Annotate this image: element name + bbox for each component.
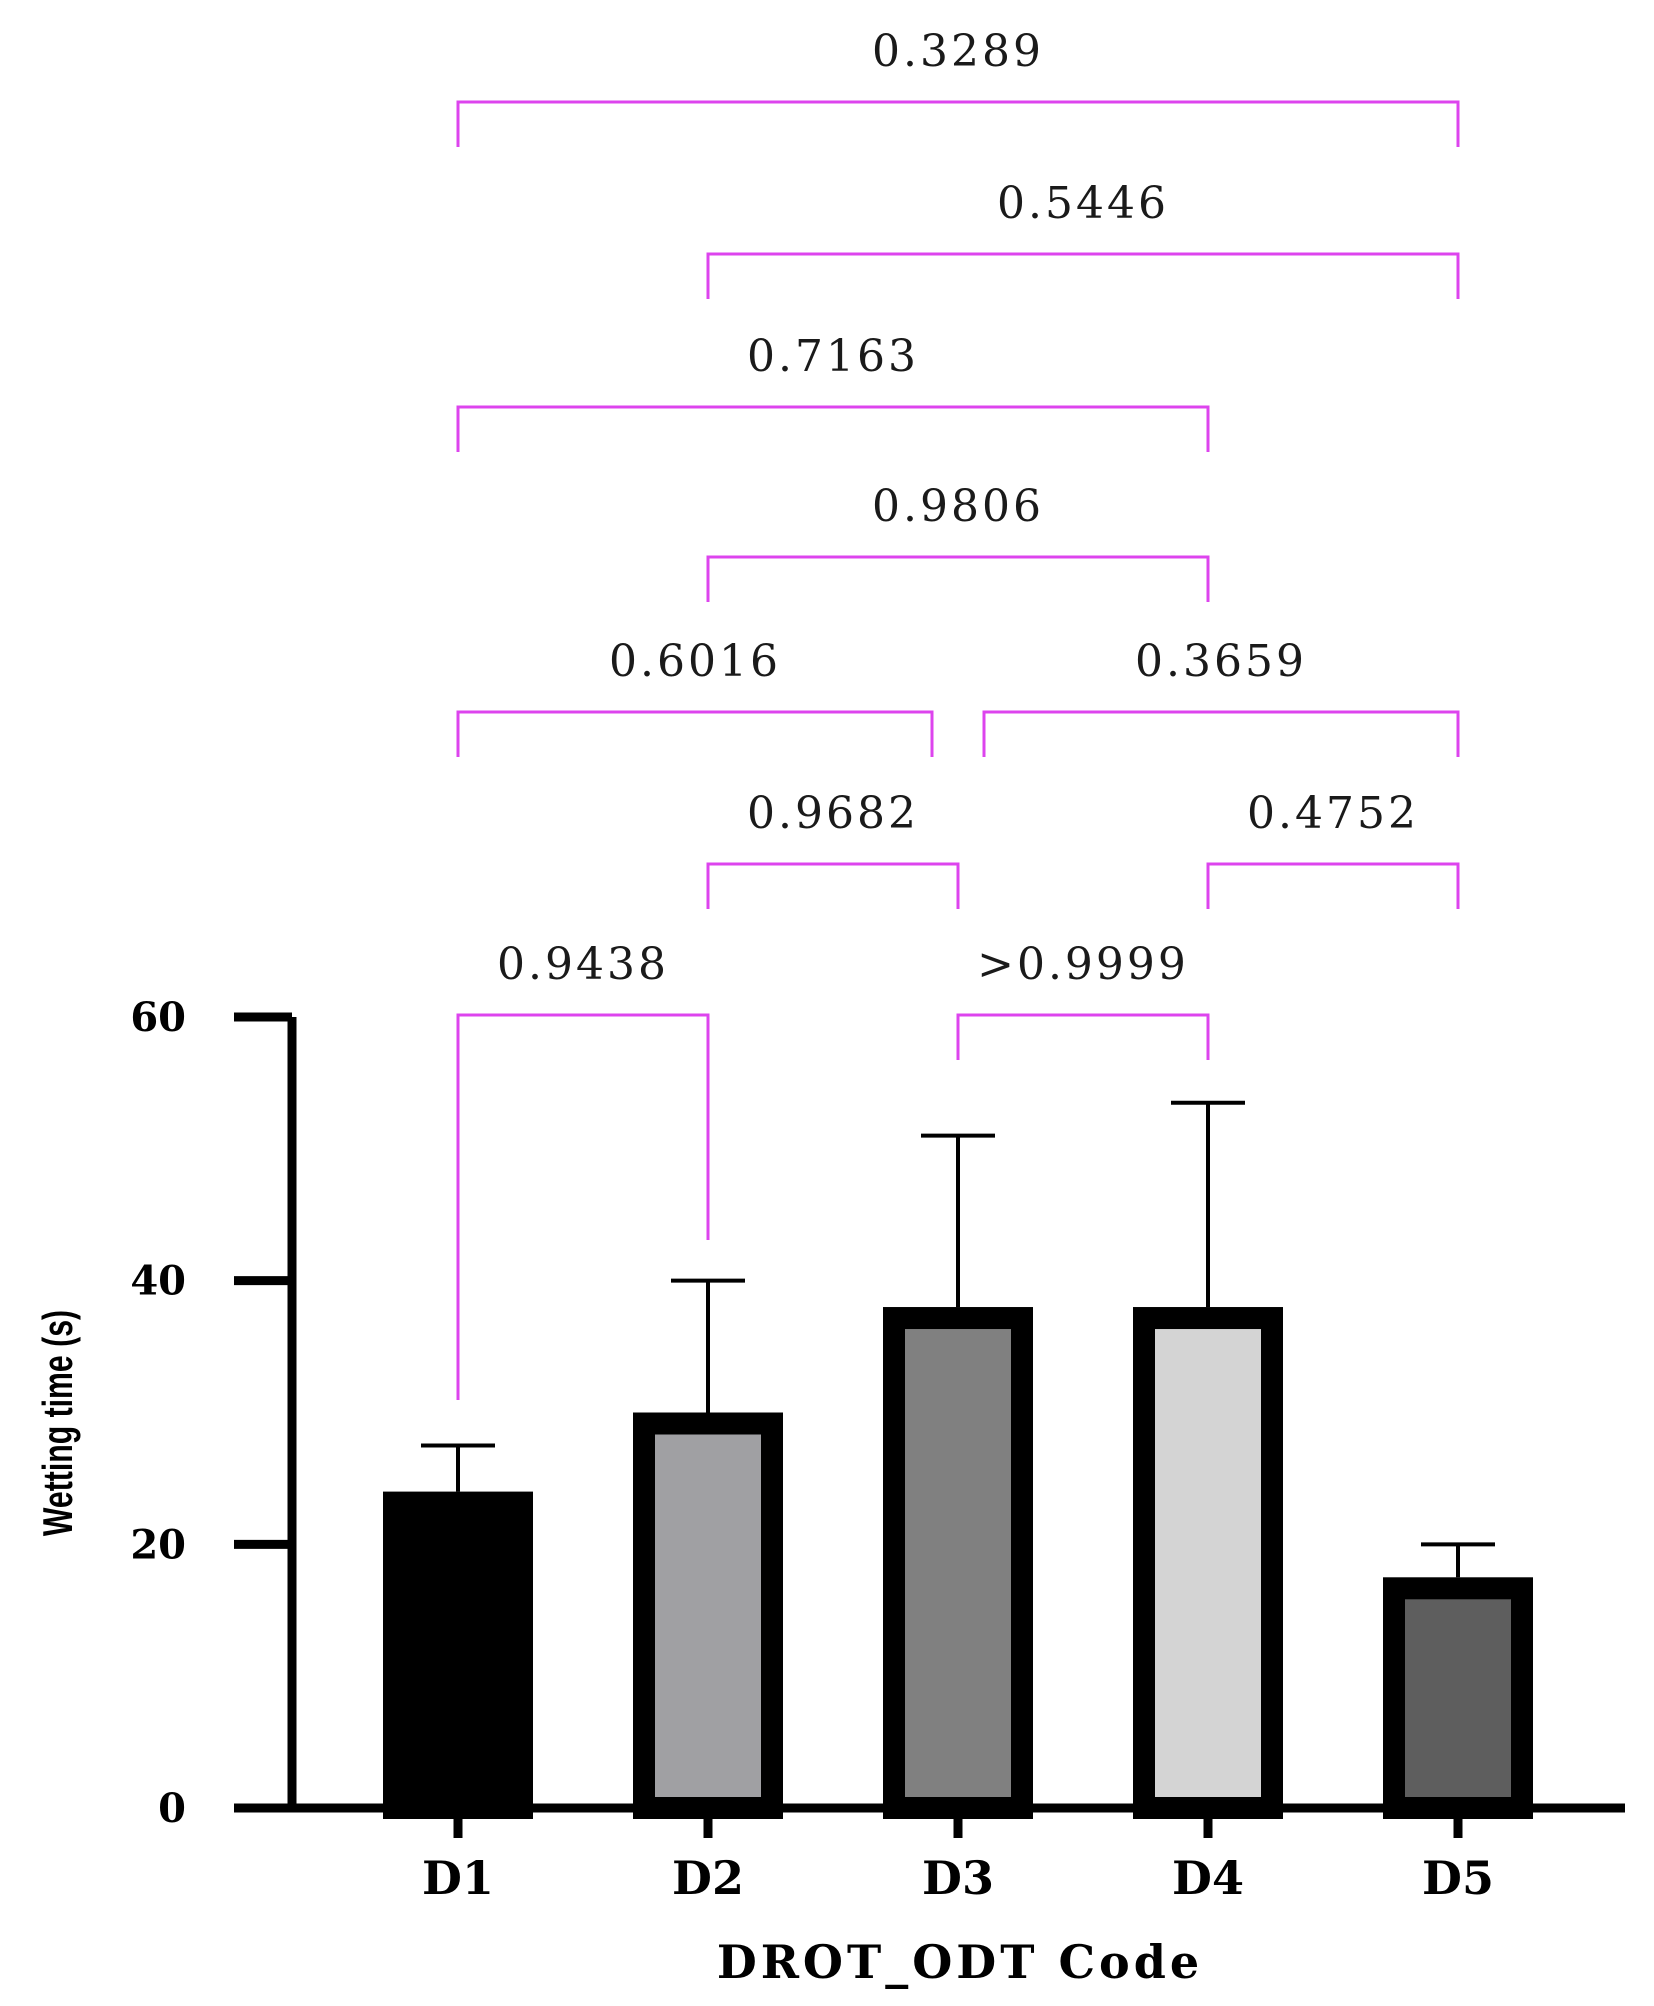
bar-D2	[633, 1412, 783, 1819]
bracket-D1-D5	[456, 100, 1460, 147]
x-tick-label-D4: D4	[1172, 1851, 1244, 1905]
x-tick-label-D3: D3	[922, 1851, 994, 1905]
p-value-D3-D5: 0.3659	[1135, 636, 1307, 687]
x-tick-label-D1: D1	[422, 1851, 494, 1905]
comparison-brackets: 0.9438 >0.9999 0.9682 0.4752 0.6016 0.3659 0.9…	[456, 26, 1460, 1400]
y-axis-title: Wetting time (s)	[34, 1310, 81, 1536]
bar-D3	[883, 1307, 1033, 1819]
bracket-D1-D4	[456, 405, 1210, 452]
bracket-D3-D5	[982, 710, 1460, 757]
bracket-D1-D2	[456, 1013, 710, 1400]
x-tick-label-D5: D5	[1422, 1851, 1494, 1905]
y-tick-label-60: 60	[130, 994, 186, 1041]
bracket-D2-D5	[706, 252, 1460, 299]
y-tick-label-0: 0	[158, 1785, 186, 1832]
x-axis-ticks: D1 D2 D3 D4 D5	[422, 1808, 1494, 1905]
p-value-D1-D5: 0.3289	[872, 26, 1044, 77]
p-value-D4-D5: 0.4752	[1247, 788, 1419, 839]
bar-D4	[1133, 1307, 1283, 1819]
y-tick-label-20: 20	[130, 1521, 186, 1568]
p-value-D2-D5: 0.5446	[997, 178, 1169, 229]
p-value-D1-D4: 0.7163	[747, 331, 919, 382]
bar-D1	[383, 1491, 533, 1819]
error-bars	[421, 1100, 1495, 1578]
p-value-D1-D3: 0.6016	[609, 636, 781, 687]
bracket-D2-D3	[706, 862, 960, 909]
p-value-D1-D2: 0.9438	[497, 939, 669, 990]
bar-D5	[1383, 1577, 1533, 1819]
bracket-D3-D4	[956, 1013, 1210, 1060]
x-axis-title: DROT_ODT Code	[717, 1935, 1203, 1989]
y-tick-label-40: 40	[130, 1258, 186, 1305]
bars	[383, 1307, 1533, 1819]
x-tick-label-D2: D2	[672, 1851, 744, 1905]
bracket-D1-D3	[456, 710, 934, 757]
p-value-D2-D3: 0.9682	[747, 788, 919, 839]
p-value-D3-D4: >0.9999	[977, 939, 1189, 990]
bracket-D4-D5	[1206, 862, 1460, 909]
p-value-D2-D4: 0.9806	[872, 481, 1044, 532]
bracket-D2-D4	[706, 555, 1210, 602]
y-axis-ticks: 0 20 40 60	[130, 994, 292, 1832]
